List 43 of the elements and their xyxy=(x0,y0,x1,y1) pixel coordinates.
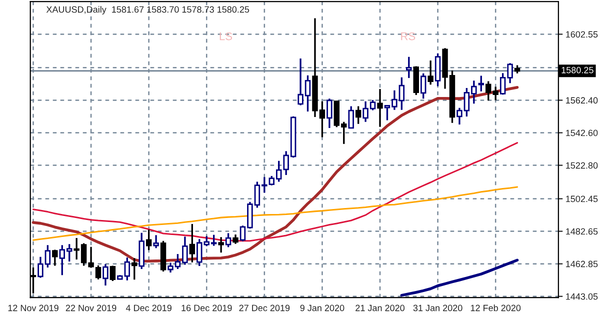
candlestick xyxy=(355,105,362,125)
x-tick-label: 31 Jan 2020 xyxy=(413,304,462,312)
candlestick xyxy=(232,234,238,245)
y-tick-label: 1462.85 xyxy=(566,260,598,268)
candlestick xyxy=(225,232,232,248)
y-tick-label: 1502.45 xyxy=(566,196,598,202)
candlestick xyxy=(478,74,484,92)
candlestick xyxy=(102,263,108,286)
candlestick xyxy=(95,264,102,280)
x-tick-label: 12 Nov 2019 xyxy=(8,304,58,312)
ref-line-label: 1580.25 xyxy=(562,66,594,74)
annotation: LS xyxy=(220,32,232,40)
candlestick xyxy=(377,88,383,128)
x-tick-label: 22 Nov 2019 xyxy=(66,304,116,312)
candlestick xyxy=(326,98,332,129)
candlestick xyxy=(406,56,412,79)
candlestick xyxy=(428,60,434,86)
x-tick-label: 21 Jan 2020 xyxy=(356,304,404,312)
chart-title: XAUUSD,Daily 1581.67 1583.70 1578.73 1580.25 xyxy=(46,6,250,14)
candlestick xyxy=(132,257,138,281)
line-series xyxy=(400,258,519,297)
x-tick-label: 12 Feb 2020 xyxy=(470,304,521,312)
candlestick xyxy=(153,234,159,249)
y-tick-label: 1562.40 xyxy=(566,97,598,104)
candlestick xyxy=(146,228,152,251)
x-tick-label: 9 Jan 2020 xyxy=(300,304,344,312)
candlestick xyxy=(189,223,196,264)
y-tick-label: 1482.65 xyxy=(566,228,598,235)
y-tick-label: 1443.05 xyxy=(566,293,598,300)
line-series xyxy=(32,186,518,241)
x-tick-label: 27 Dec 2019 xyxy=(239,304,290,312)
y-tick-label: 1522.80 xyxy=(566,162,598,169)
x-tick-label: 16 Dec 2019 xyxy=(182,304,232,312)
x-tick-label: 4 Dec 2019 xyxy=(126,304,172,312)
candlestick xyxy=(218,236,224,254)
candlestick xyxy=(52,248,58,267)
candlestick xyxy=(420,72,426,100)
annotation: RS xyxy=(401,32,416,40)
candlestick xyxy=(348,105,354,129)
candlestick xyxy=(434,52,441,87)
y-tick-label: 1542.60 xyxy=(566,130,598,136)
y-tick-label: 1602.55 xyxy=(566,31,598,38)
candlestick xyxy=(110,264,116,282)
